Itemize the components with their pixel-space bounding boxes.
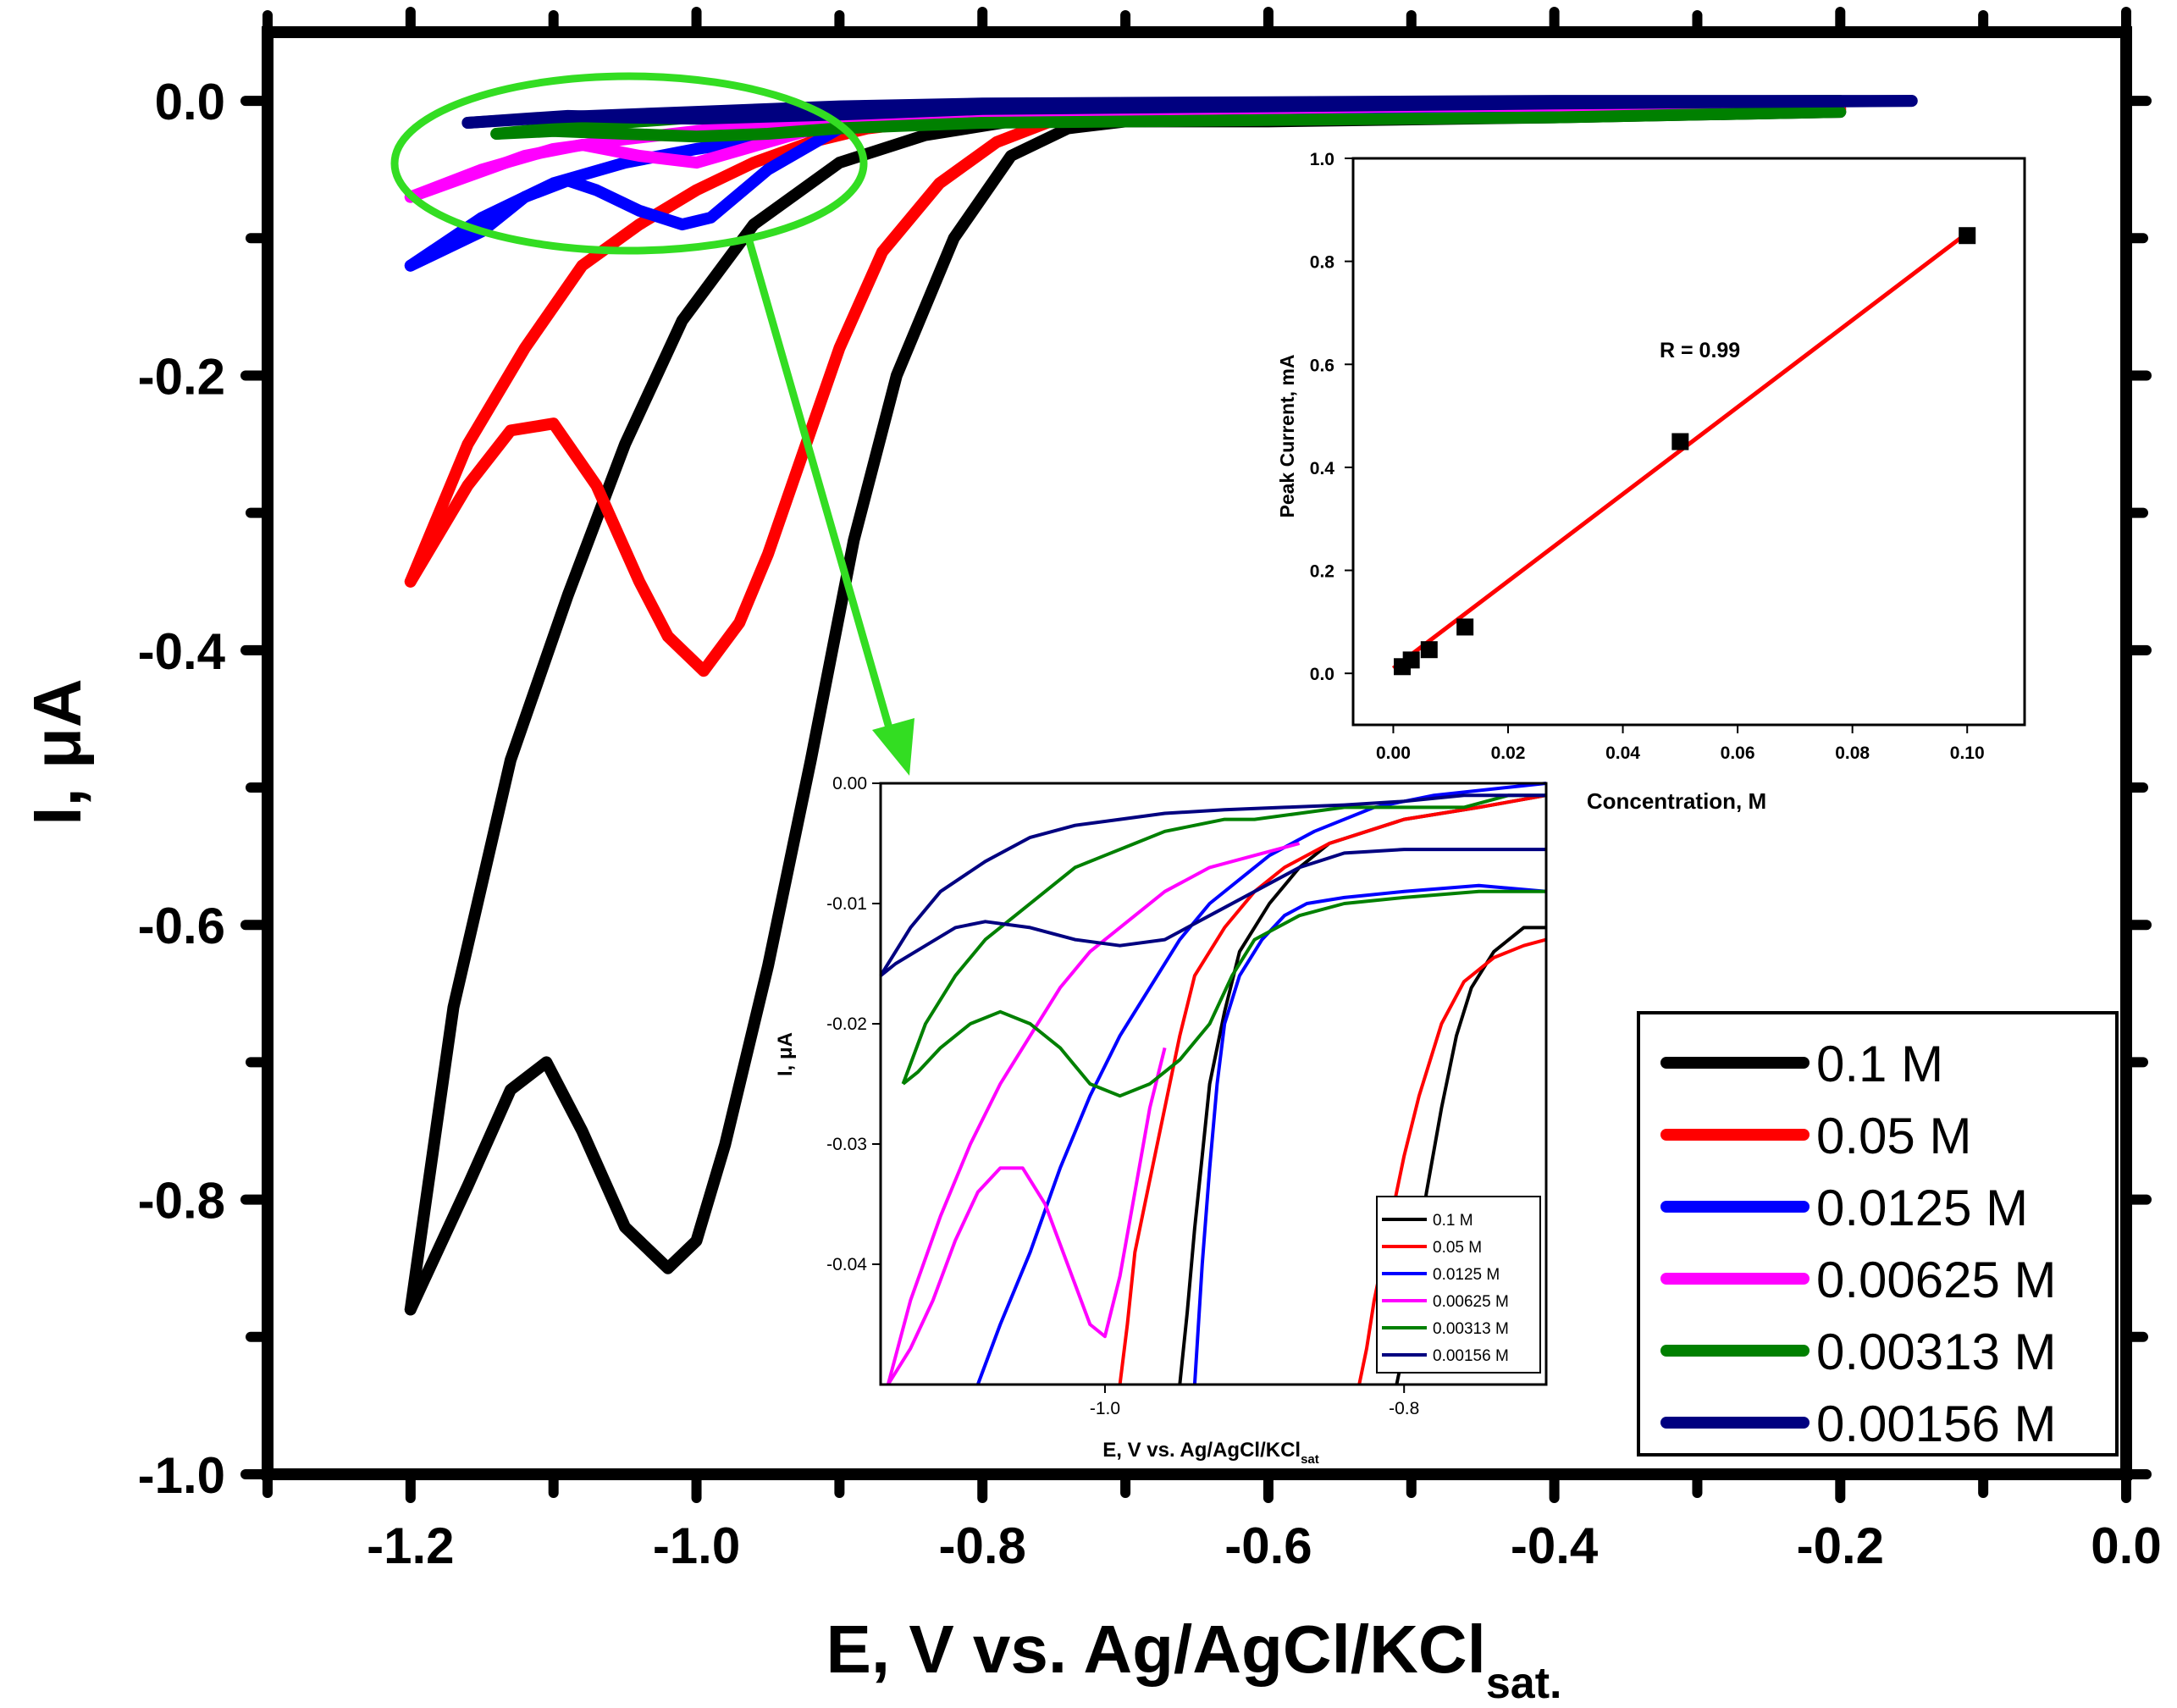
- main-series-line-0-00156-M-reverse: [461, 95, 1918, 129]
- zoom-series-line-0-00156-M-reverse: [879, 793, 1546, 977]
- zoom-series-line-0-05-M-reverse: [1118, 793, 1547, 1385]
- calibration-x-tick-label: 0.10: [1950, 743, 1985, 763]
- zoom-series-line-0-00313-M-reverse: [901, 793, 1546, 1085]
- zoom-series-line-0-0125-M-reverse: [975, 782, 1547, 1385]
- main-y-tick-label: -0.8: [138, 1173, 225, 1230]
- main-series-group: [404, 95, 1918, 1316]
- zoom-inset: -1.0 -0.8 0.00 -0.01 -0.02 -0.03 -0.04 E, V vs…: [774, 774, 1548, 1467]
- calibration-x-label: Concentration, M: [1587, 788, 1766, 814]
- zoom-legend-label: 0.05 M: [1433, 1239, 1482, 1257]
- zoom-legend-label: 0.00313 M: [1433, 1320, 1509, 1338]
- main-legend-label: 0.05 M: [1816, 1108, 1971, 1164]
- zoom-series-line-0-00625-M-reverse: [886, 842, 1301, 1385]
- calibration-fit-line: [1391, 231, 1969, 671]
- calibration-x-tick-label: 0.04: [1605, 743, 1640, 763]
- calibration-y-tick-label: 1.0: [1310, 150, 1334, 169]
- main-x-tick-label: 0.0: [2091, 1517, 2161, 1574]
- zoom-legend: 0.1 M 0.05 M 0.0125 M 0.00625 M 0.00313 M 0.0…: [1376, 1196, 1541, 1374]
- calibration-x-tick-label: 0.08: [1835, 743, 1870, 763]
- zoom-series-line-0-00625-M-forward: [887, 1047, 1167, 1386]
- calibration-r-annotation: R = 0.99: [1660, 339, 1740, 362]
- zoom-y-tick-label: 0.00: [832, 774, 867, 793]
- zoom-y-tick-label: -0.01: [826, 894, 867, 914]
- zoom-arrow-shaft: [745, 240, 896, 738]
- zoom-y-label: I, μA: [774, 1032, 797, 1076]
- main-x-label: E, V vs. Ag/AgCl/KClsat.: [826, 1611, 1562, 1708]
- main-y-label: I, μA: [19, 678, 95, 825]
- zoom-legend-label: 0.0125 M: [1433, 1266, 1500, 1284]
- main-tick-group: -1.2 -1.0 -0.8 -0.6 -0.4 -0.2 0.0 0.0 -0.2 -0.4 -0…: [138, 7, 2162, 1574]
- calibration-x-tick-label: 0.06: [1721, 743, 1755, 763]
- main-chart: -1.2 -1.0 -0.8 -0.6 -0.4 -0.2 0.0 0.0 -0.2 -0.4 -0…: [19, 7, 2162, 1708]
- calibration-inset: 0.00 0.02 0.04 0.06 0.08 0.10 0.0 0.2 0.4 0.6 0.8 1…: [1276, 150, 2026, 814]
- main-x-tick-label: -0.2: [1797, 1517, 1884, 1574]
- zoom-y-tick-label: -0.03: [826, 1135, 867, 1154]
- zoom-series-line-0-00156-M-forward: [879, 848, 1546, 977]
- zoom-y-tick-label: -0.04: [826, 1255, 867, 1274]
- main-legend-label: 0.1 M: [1816, 1036, 1943, 1092]
- calibration-x-tick-label: 0.02: [1491, 743, 1526, 763]
- main-series-line-0-00313-M-forward: [490, 106, 1847, 143]
- calibration-y-tick-label: 0.4: [1310, 459, 1335, 478]
- main-x-tick-label: -1.0: [653, 1517, 740, 1574]
- zoom-legend-label: 0.00156 M: [1433, 1347, 1509, 1365]
- calibration-y-label: Peak Current, mA: [1276, 354, 1298, 517]
- calibration-y-tick-label: 0.6: [1310, 356, 1334, 375]
- main-y-tick-label: -0.4: [138, 623, 226, 680]
- main-y-tick-label: 0.0: [155, 74, 225, 130]
- calibration-mark-group: [1391, 227, 1976, 676]
- zoom-legend-label: 0.00625 M: [1433, 1293, 1509, 1311]
- zoom-tick-group: -1.0 -0.8 0.00 -0.01 -0.02 -0.03 -0.04: [826, 774, 1419, 1418]
- calibration-point: [1959, 227, 1976, 245]
- main-y-tick-label: -0.6: [138, 898, 225, 954]
- main-y-tick-label: -1.0: [138, 1447, 225, 1504]
- zoom-legend-box: [1376, 1196, 1541, 1374]
- calibration-y-tick-label: 0.0: [1310, 665, 1334, 684]
- zoom-x-label-subscript: sat: [1301, 1452, 1319, 1467]
- main-legend-label: 0.00313 M: [1816, 1324, 2057, 1380]
- calibration-point: [1420, 641, 1438, 659]
- calibration-point: [1671, 433, 1689, 450]
- zoom-series-group: [879, 782, 1547, 1386]
- zoom-legend-label: 0.1 M: [1433, 1212, 1473, 1230]
- main-x-tick-label: -1.2: [367, 1517, 454, 1574]
- calibration-y-tick-label: 0.8: [1310, 253, 1335, 273]
- zoom-x-label: E, V vs. Ag/AgCl/KClsat: [1102, 1439, 1319, 1467]
- highlight-ellipse: [390, 72, 868, 255]
- main-legend-label: 0.00625 M: [1816, 1252, 2057, 1308]
- zoom-x-tick-label: -0.8: [1389, 1399, 1419, 1418]
- main-x-tick-label: -0.8: [939, 1517, 1026, 1574]
- zoom-series-line-0-00313-M-forward: [902, 889, 1546, 1098]
- main-plot-frame: [262, 26, 2132, 1480]
- main-x-label-subscript: sat.: [1486, 1659, 1562, 1708]
- zoom-x-tick-label: -1.0: [1090, 1399, 1120, 1418]
- calibration-y-tick-label: 0.2: [1310, 562, 1334, 582]
- calibration-x-tick-label: 0.00: [1376, 743, 1411, 763]
- zoom-series-line-0-0125-M-forward: [1192, 883, 1547, 1385]
- main-y-tick-label: -0.2: [138, 348, 225, 405]
- main-x-tick-label: -0.6: [1224, 1517, 1312, 1574]
- main-legend: 0.1 M 0.05 M 0.0125 M 0.00625 M 0.00313 M 0.0…: [1637, 1011, 2119, 1456]
- zoom-y-tick-label: -0.02: [826, 1014, 867, 1034]
- zoom-arrow-head: [872, 718, 914, 776]
- main-x-tick-label: -0.4: [1511, 1517, 1599, 1574]
- main-legend-label: 0.00156 M: [1816, 1396, 2057, 1452]
- calibration-point: [1456, 618, 1474, 636]
- main-legend-label: 0.0125 M: [1816, 1180, 2028, 1236]
- calibration-point: [1402, 651, 1420, 669]
- calibration-tick-group: 0.00 0.02 0.04 0.06 0.08 0.10 0.0 0.2 0.4 0.6 0.8 1…: [1310, 150, 1985, 763]
- main-legend-box: [1637, 1011, 2119, 1456]
- zoom-plot-border: [879, 782, 1548, 1386]
- zoom-series-line-0-05-M-forward: [1357, 937, 1547, 1385]
